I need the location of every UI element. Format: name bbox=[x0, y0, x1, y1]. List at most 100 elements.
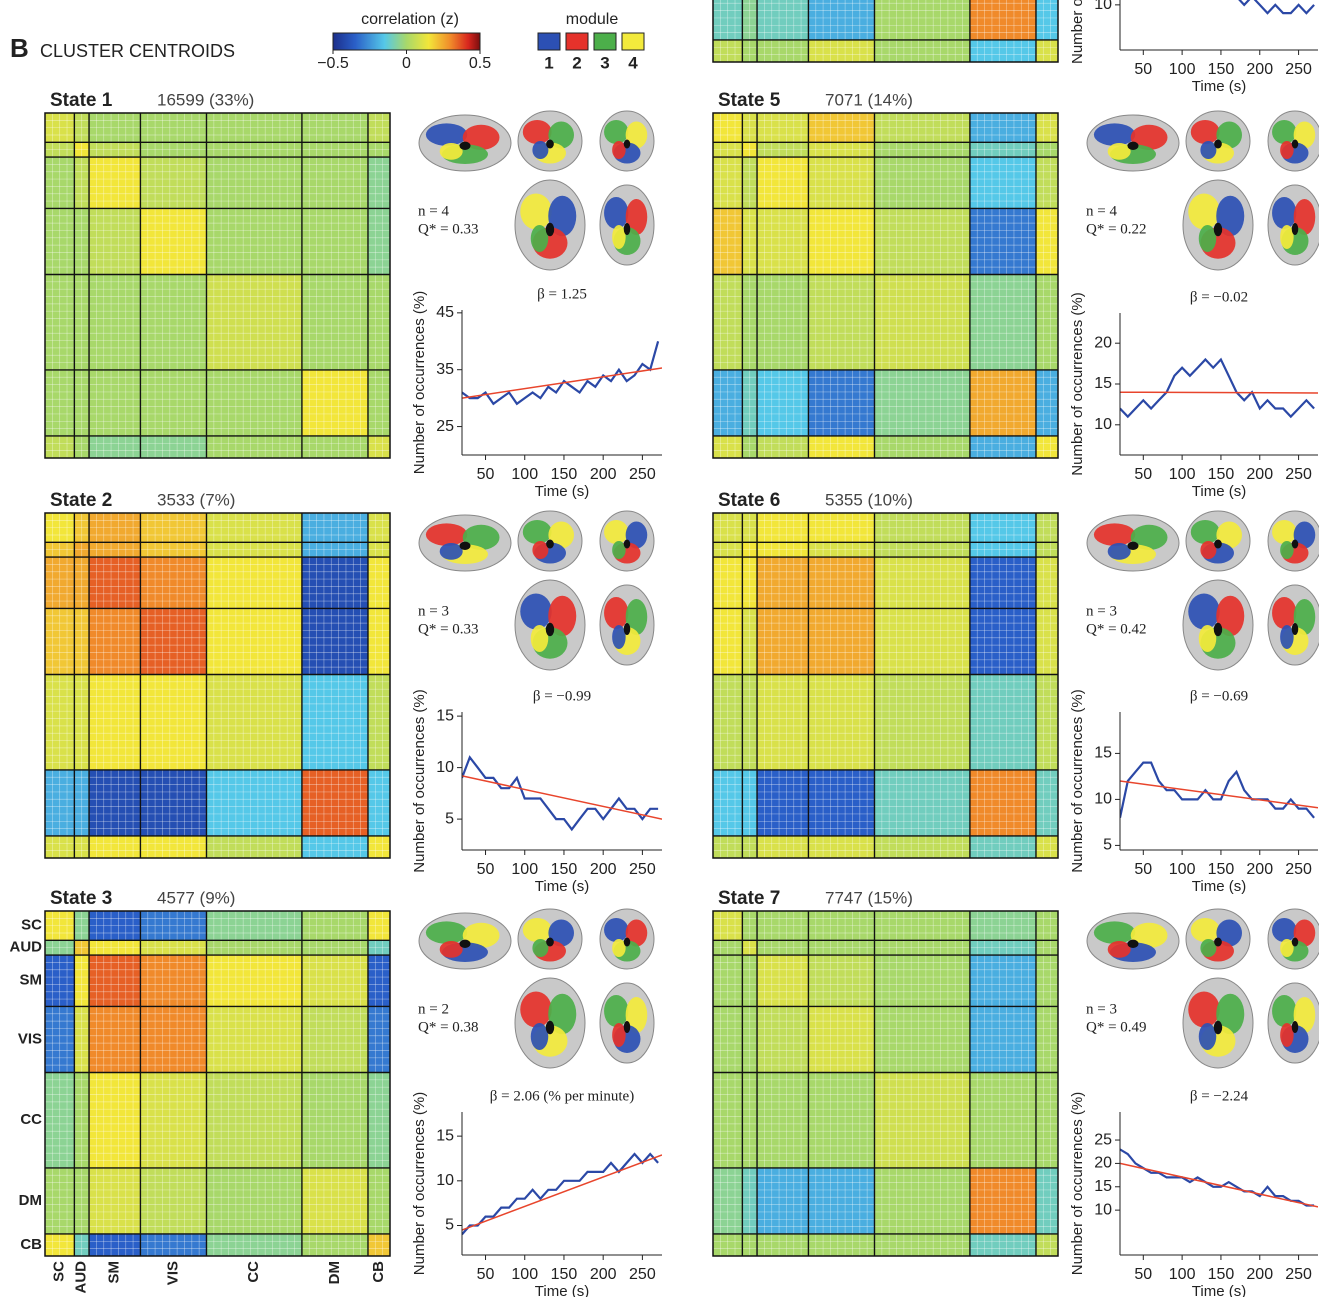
heatmap-block bbox=[874, 557, 970, 609]
x-tick-label: 150 bbox=[551, 1266, 578, 1283]
heatmap-block bbox=[367, 1006, 390, 1073]
heatmap-block bbox=[742, 1233, 758, 1256]
heatmap-block bbox=[808, 608, 875, 675]
x-tick-label: 250 bbox=[1285, 861, 1312, 878]
heatmap-block bbox=[367, 435, 390, 458]
x-tick-label: 150 bbox=[1208, 466, 1235, 483]
heatmap-block bbox=[808, 835, 875, 858]
heatmap-block bbox=[713, 911, 743, 941]
module-swatch bbox=[593, 32, 617, 51]
heatmap-block bbox=[713, 513, 743, 543]
y-tick-label: 15 bbox=[1094, 375, 1112, 392]
heatmap-block bbox=[301, 940, 368, 956]
x-tick-label: 100 bbox=[1169, 1266, 1196, 1283]
module-count: n = 2 bbox=[418, 1001, 449, 1017]
heatmap-block bbox=[1035, 1006, 1058, 1073]
colorbar-tick-label: 0.5 bbox=[469, 55, 491, 72]
heatmap-block bbox=[74, 608, 90, 675]
brain-core bbox=[546, 139, 554, 149]
x-tick-label: 150 bbox=[1208, 1266, 1235, 1283]
heatmap-block bbox=[367, 769, 390, 836]
brain-module bbox=[1293, 599, 1316, 635]
brain-module bbox=[462, 524, 500, 551]
brain-module bbox=[425, 921, 468, 944]
brain-core bbox=[1127, 141, 1139, 150]
brain-module bbox=[1200, 141, 1217, 159]
brain-module bbox=[1190, 120, 1220, 144]
heatmap-block bbox=[757, 513, 809, 543]
series-line bbox=[1120, 357, 1315, 419]
heatmap-block bbox=[969, 542, 1036, 558]
heatmap-block bbox=[808, 113, 875, 143]
heatmap-block bbox=[74, 769, 90, 836]
heatmap-block bbox=[140, 274, 207, 370]
heatmap-block bbox=[874, 157, 970, 209]
heatmap-block bbox=[742, 1072, 758, 1168]
x-axis-label: Time (s) bbox=[1192, 1283, 1246, 1297]
brain-module bbox=[1272, 995, 1297, 1027]
module-count: n = 4 bbox=[1086, 203, 1117, 219]
state-title: State 7 bbox=[718, 888, 780, 909]
heatmap-block bbox=[713, 208, 743, 275]
heatmap-block bbox=[742, 1006, 758, 1073]
brain-module bbox=[532, 541, 549, 559]
heatmap-block bbox=[742, 157, 758, 209]
heatmap-block bbox=[808, 955, 875, 1007]
brain-core bbox=[459, 141, 471, 150]
x-tick-label: 100 bbox=[511, 1266, 538, 1283]
heatmap-block bbox=[1035, 113, 1058, 143]
heatmap-block bbox=[206, 557, 302, 609]
brain-module bbox=[548, 121, 574, 149]
heatmap-block bbox=[969, 113, 1036, 143]
brain-module bbox=[522, 120, 552, 144]
x-tick-label: 250 bbox=[1285, 1266, 1312, 1283]
heatmap-border bbox=[44, 112, 391, 459]
heatmap-block bbox=[713, 1006, 743, 1073]
heatmap-block bbox=[713, 369, 743, 436]
brain-module bbox=[612, 541, 626, 559]
brain-core bbox=[545, 1020, 555, 1035]
y-tick-label: 10 bbox=[1094, 791, 1112, 808]
brain-module bbox=[1130, 922, 1168, 949]
brain-module bbox=[439, 543, 463, 560]
heatmap-block bbox=[301, 1072, 368, 1168]
brain-module bbox=[1188, 593, 1220, 630]
heatmap-block bbox=[757, 835, 809, 858]
x-tick-label: 200 bbox=[1246, 1266, 1273, 1283]
heatmap-block bbox=[206, 435, 302, 458]
brain-module bbox=[1216, 993, 1245, 1035]
heatmap-block bbox=[1035, 274, 1058, 370]
brain-module bbox=[548, 595, 577, 637]
heatmap-block bbox=[89, 142, 141, 158]
heatmap-block bbox=[874, 608, 970, 675]
module-label: 4 bbox=[628, 53, 638, 72]
heatmap-block bbox=[140, 1072, 207, 1168]
heatmap-block bbox=[742, 542, 758, 558]
heatmap-block bbox=[206, 835, 302, 858]
heatmap-block bbox=[1035, 1233, 1058, 1256]
heatmap-block bbox=[89, 940, 141, 956]
heatmap-block bbox=[1035, 39, 1058, 62]
heatmap-block bbox=[367, 513, 390, 543]
brain-core bbox=[623, 623, 631, 635]
heatmap-block bbox=[301, 1167, 368, 1234]
series-line bbox=[462, 1152, 659, 1236]
heatmap-block bbox=[874, 542, 970, 558]
brain-module bbox=[1280, 1023, 1294, 1047]
heatmap-block bbox=[89, 157, 141, 209]
brain-core bbox=[1214, 139, 1222, 149]
heatmap-block bbox=[140, 142, 207, 158]
brain-module bbox=[530, 1023, 549, 1050]
heatmap-block bbox=[757, 0, 809, 40]
heatmap-block bbox=[874, 39, 970, 62]
brain-module bbox=[612, 939, 626, 957]
state-count: 4577 (9%) bbox=[157, 888, 235, 907]
heatmap-block bbox=[874, 208, 970, 275]
heatmap-block bbox=[140, 835, 207, 858]
x-axis-label: Time (s) bbox=[535, 483, 589, 500]
brain-module bbox=[548, 993, 577, 1035]
series-line bbox=[1120, 1162, 1318, 1208]
module-swatch bbox=[565, 32, 589, 51]
x-axis-label: Time (s) bbox=[1192, 878, 1246, 895]
brain-module bbox=[604, 918, 629, 942]
